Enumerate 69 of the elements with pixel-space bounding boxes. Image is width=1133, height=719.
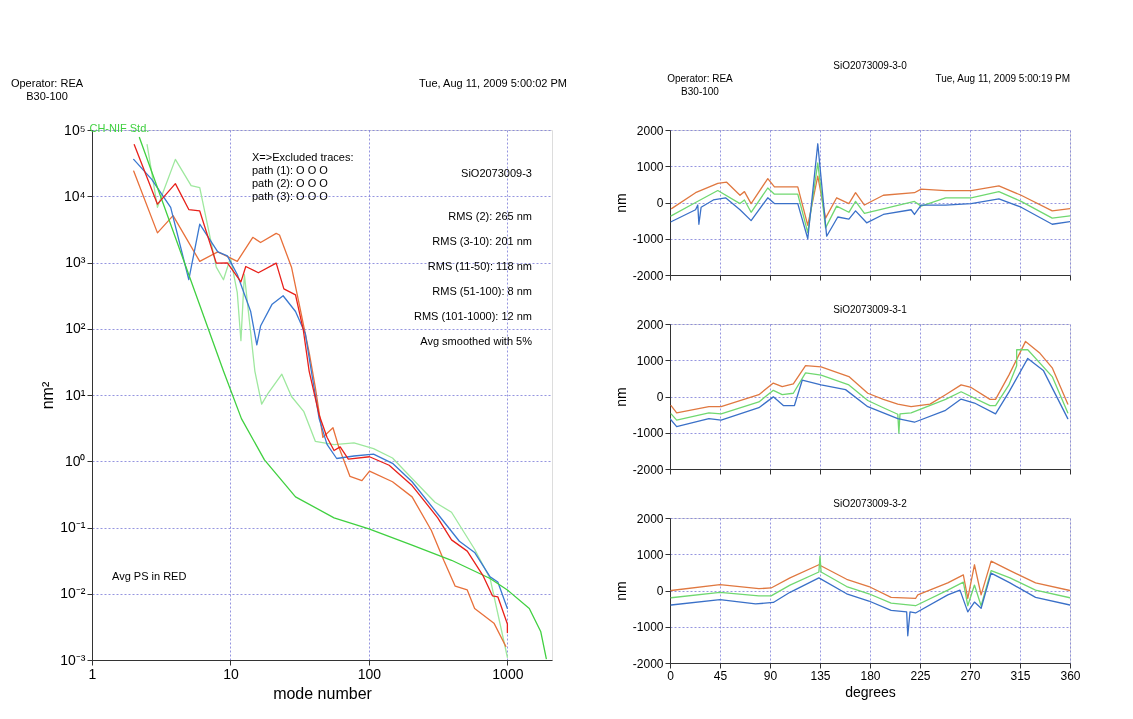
y-tick-label: 0 <box>656 390 664 404</box>
line-series <box>670 357 1069 428</box>
text: Operator: REA B30-100 <box>10 77 84 102</box>
line-series <box>670 175 1070 226</box>
y-tick-label: 10¹ <box>65 386 86 403</box>
chart-title: SiO2073009-3-2 <box>833 498 908 509</box>
x-tick-label: 100 <box>357 665 382 682</box>
y-tick-label: 2000 <box>636 123 664 138</box>
y-axis-title: nm² <box>39 381 57 410</box>
x-tick-label: 315 <box>1010 668 1031 683</box>
y-tick-label: 0 <box>656 584 664 598</box>
y-axis-title: nm <box>612 193 629 213</box>
y-axis-title: nm <box>612 581 629 601</box>
y-axis-title: nm <box>612 387 629 407</box>
y-tick-label: 1000 <box>636 547 664 562</box>
annotation: Avg PS in RED <box>112 570 187 582</box>
line-series <box>670 555 1070 607</box>
line-series <box>670 560 1070 600</box>
annotation: SiO2073009-3 <box>461 167 532 179</box>
y-tick-label: 10⁵ <box>64 121 86 138</box>
line-series <box>670 340 1069 414</box>
line-series <box>670 349 1069 434</box>
y-tick-label: 10² <box>65 320 86 337</box>
y-tick-label: -1000 <box>632 426 664 441</box>
y-tick-label: 0 <box>656 196 664 210</box>
y-tick-label: 10⁰ <box>64 452 86 469</box>
x-axis-title: degrees <box>845 683 896 700</box>
annotation: Avg smoothed with 5% <box>420 335 533 347</box>
x-axis-title: mode number <box>273 684 373 702</box>
annotation: X=>Excluded traces: path (1): O O O path (2): O O O path (3): O O O <box>252 151 354 202</box>
y-tick-label: 1000 <box>636 159 664 174</box>
x-tick-label: 270 <box>960 668 981 683</box>
chart-title: SiO2073009-3-1 <box>833 304 908 315</box>
y-tick-label: -1000 <box>632 620 664 635</box>
y-tick-label: 2000 <box>636 317 664 332</box>
x-tick-label: 10 <box>223 665 239 682</box>
annotation: RMS (101-1000): 12 nm <box>414 310 532 322</box>
x-tick-label: 135 <box>810 668 831 683</box>
annotation: RMS (51-100): 8 nm <box>432 285 532 297</box>
x-tick-label: 45 <box>713 668 728 683</box>
y-tick-label: 2000 <box>636 511 664 526</box>
y-tick-label: -2000 <box>632 462 664 477</box>
x-tick-label: 90 <box>763 668 778 683</box>
text: Tue, Aug 11, 2009 5:00:02 PM <box>419 77 567 89</box>
y-tick-label: -2000 <box>632 268 664 283</box>
text: Tue, Aug 11, 2009 5:00:19 PM <box>935 73 1070 84</box>
x-tick-label: 180 <box>860 668 881 683</box>
x-tick-label: 0 <box>667 668 675 683</box>
y-tick-label: 1000 <box>636 353 664 368</box>
x-tick-label: 225 <box>910 668 931 683</box>
y-tick-label: 10³ <box>65 254 86 270</box>
annotation: RMS (11-50): 118 nm <box>427 260 532 272</box>
y-tick-label: -1000 <box>632 232 664 247</box>
series-label: CH-NIF Std. <box>89 121 150 134</box>
annotation: RMS (3-10): 201 nm <box>432 235 532 247</box>
y-tick-label: 10⁻¹ <box>60 519 86 535</box>
text: Operator: REA B30-100 <box>667 73 734 97</box>
y-tick-label: 10⁻² <box>60 585 86 602</box>
annotation: RMS (2): 265 nm <box>448 210 532 222</box>
x-tick-label: 1000 <box>492 665 524 682</box>
y-tick-label: 10⁴ <box>63 187 86 204</box>
line-series <box>670 572 1070 637</box>
y-tick-label: -2000 <box>632 656 664 671</box>
line-series <box>670 162 1070 234</box>
chart-title: SiO2073009-3-0 <box>833 60 908 71</box>
x-tick-label: 1 <box>88 665 97 682</box>
line-series <box>670 143 1070 240</box>
x-tick-label: 360 <box>1060 668 1081 683</box>
y-tick-label: 10⁻³ <box>60 651 86 668</box>
